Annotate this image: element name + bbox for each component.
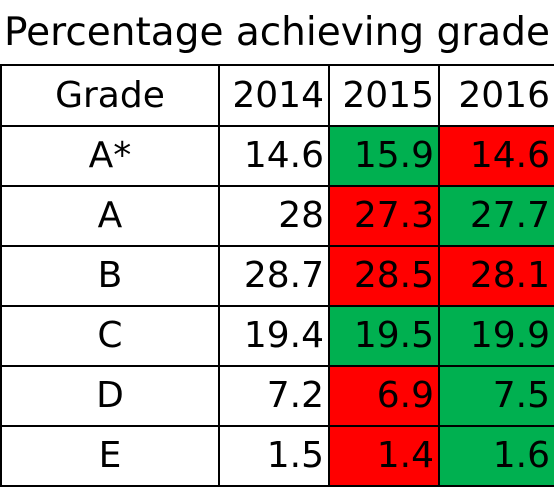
value-cell: 15.9 — [328, 126, 440, 187]
table-row: D 7.2 6.9 7.5 — [0, 365, 554, 427]
value-cell: 28 — [218, 185, 330, 247]
grade-label: A — [0, 185, 220, 247]
grade-table: Grade 2014 2015 2016 A* 14.6 15.9 14.6 A… — [0, 66, 554, 487]
value-cell: 14.6 — [438, 126, 554, 187]
value-cell: 1.4 — [328, 425, 440, 487]
table-row: B 28.7 28.5 28.1 — [0, 245, 554, 307]
value-cell: 14.6 — [218, 126, 330, 187]
table-row: C 19.4 19.5 19.9 — [0, 305, 554, 367]
value-cell: 19.4 — [218, 305, 330, 367]
value-cell: 19.5 — [328, 305, 440, 367]
table-row: E 1.5 1.4 1.6 — [0, 425, 554, 487]
value-cell: 7.2 — [218, 365, 330, 427]
grade-label: D — [0, 365, 220, 427]
value-cell: 27.7 — [438, 185, 554, 247]
grade-column-header: Grade — [0, 66, 220, 127]
value-cell: 1.6 — [438, 425, 554, 487]
year-column-header: 2016 — [438, 66, 554, 127]
table-row: A 28 27.3 27.7 — [0, 185, 554, 247]
value-cell: 28.7 — [218, 245, 330, 307]
grade-label: E — [0, 425, 220, 487]
grade-label: B — [0, 245, 220, 307]
table-row: A* 14.6 15.9 14.6 — [0, 126, 554, 187]
year-column-header: 2015 — [328, 66, 440, 127]
value-cell: 1.5 — [218, 425, 330, 487]
value-cell: 28.5 — [328, 245, 440, 307]
year-column-header: 2014 — [218, 66, 330, 127]
value-cell: 27.3 — [328, 185, 440, 247]
table-title: Percentage achieving grade — [0, 0, 554, 66]
grade-label: A* — [0, 126, 220, 187]
header-row: Grade 2014 2015 2016 — [0, 66, 554, 127]
value-cell: 6.9 — [328, 365, 440, 427]
value-cell: 7.5 — [438, 365, 554, 427]
value-cell: 28.1 — [438, 245, 554, 307]
grade-label: C — [0, 305, 220, 367]
value-cell: 19.9 — [438, 305, 554, 367]
